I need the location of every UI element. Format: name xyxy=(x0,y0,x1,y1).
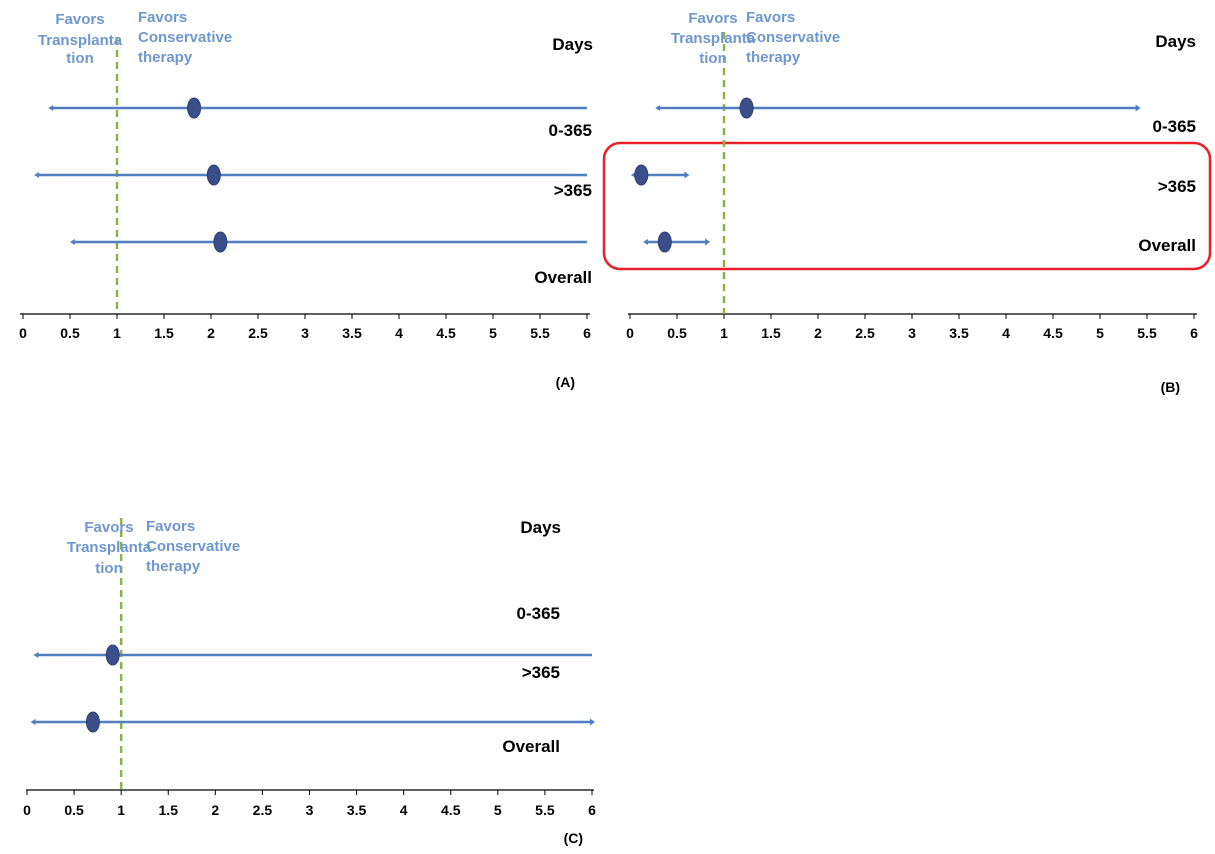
favors-left-label: tion xyxy=(66,50,94,67)
x-tick-label: 3 xyxy=(301,325,309,341)
favors-right-label: Conservative xyxy=(146,538,240,555)
row-label: >365 xyxy=(522,663,560,682)
ci-lower-cap xyxy=(33,652,39,658)
ci-lower-cap xyxy=(642,239,648,245)
x-tick-label: 5 xyxy=(1096,325,1104,341)
favors-left-label: Transplanta xyxy=(67,539,152,556)
panel-label: (A) xyxy=(556,374,575,390)
ci-lower-cap xyxy=(34,172,40,178)
ci-upper-cap xyxy=(684,171,690,179)
x-tick-label: 5.5 xyxy=(530,325,550,341)
ci-lower-cap xyxy=(655,105,661,111)
x-tick-label: 0.5 xyxy=(64,802,84,818)
point-estimate xyxy=(105,644,120,666)
x-tick-label: 2.5 xyxy=(253,802,273,818)
x-tick-label: 1.5 xyxy=(154,325,174,341)
favors-left-label: Favors xyxy=(688,10,737,27)
point-estimate xyxy=(213,231,228,253)
panel-c: 0 0.5 1 1.5 2 2.5 3 3.5 4 4.5 5 5.5 6 Favors Transplan… xyxy=(23,518,596,846)
x-tick-label: 5 xyxy=(494,802,502,818)
panel-b: 0 0.5 1 1.5 2 2.5 3 3.5 4 4.5 5 5.5 6 Favors Transplan… xyxy=(602,9,1212,395)
column-header: Days xyxy=(552,35,593,54)
favors-right-label: therapy xyxy=(138,49,193,66)
x-tick-label: 0 xyxy=(23,802,31,818)
row-label: Overall xyxy=(502,737,560,756)
favors-right-label: Favors xyxy=(146,518,195,535)
ci-upper-cap xyxy=(1135,104,1141,112)
x-tick-label: 1 xyxy=(117,802,125,818)
x-tick-label: 4.5 xyxy=(1043,325,1063,341)
favors-left-label: Transplanta xyxy=(671,30,756,47)
x-tick-label: 5.5 xyxy=(535,802,555,818)
x-tick-label: 3.5 xyxy=(342,325,362,341)
x-tick-label: 1 xyxy=(720,325,728,341)
x-tick-label: 6 xyxy=(1190,325,1198,341)
panel-label: (C) xyxy=(564,830,583,846)
ci-lower-cap xyxy=(69,239,75,245)
x-tick-label: 4.5 xyxy=(436,325,456,341)
favors-right-label: Favors xyxy=(138,9,187,26)
column-header: Days xyxy=(520,518,561,537)
favors-left-label: Favors xyxy=(84,519,133,536)
x-tick-label: 5 xyxy=(489,325,497,341)
row-label: 0-365 xyxy=(549,121,592,140)
ci-upper-cap xyxy=(590,718,595,726)
row-label: >365 xyxy=(554,181,592,200)
x-tick-label: 5.5 xyxy=(1137,325,1157,341)
favors-right-label: therapy xyxy=(146,558,201,575)
favors-left-label: tion xyxy=(699,50,727,67)
favors-right-label: Conservative xyxy=(746,29,840,46)
panel-a: 0 0.5 1 1.5 2 2.5 3 3.5 4 4.5 5 5.5 6 Favors Transplan… xyxy=(19,9,593,390)
x-tick-label: 4 xyxy=(1002,325,1010,341)
row-label: >365 xyxy=(1158,177,1196,196)
x-tick-label: 3.5 xyxy=(949,325,969,341)
ci-lower-cap xyxy=(30,719,36,725)
row-label: Overall xyxy=(1138,236,1196,255)
x-tick-label: 1 xyxy=(113,325,121,341)
column-header: Days xyxy=(1155,32,1196,51)
x-tick-label: 6 xyxy=(583,325,591,341)
x-tick-label: 1.5 xyxy=(159,802,179,818)
x-tick-label: 0.5 xyxy=(60,325,80,341)
favors-left-label: tion xyxy=(95,560,123,577)
panel-label: (B) xyxy=(1161,379,1180,395)
point-estimate xyxy=(85,711,100,733)
x-tick-label: 2 xyxy=(207,325,215,341)
point-estimate xyxy=(739,97,754,119)
x-tick-label: 2 xyxy=(211,802,219,818)
x-tick-label: 6 xyxy=(588,802,596,818)
x-tick-label: 3 xyxy=(306,802,314,818)
x-tick-label: 4 xyxy=(395,325,403,341)
ci-lower-cap xyxy=(48,105,54,111)
point-estimate xyxy=(206,164,221,186)
x-tick-label: 0 xyxy=(626,325,634,341)
x-tick-label: 4.5 xyxy=(441,802,461,818)
row-label: Overall xyxy=(534,268,592,287)
point-estimate xyxy=(187,97,202,119)
x-tick-label: 0 xyxy=(19,325,27,341)
highlight-box xyxy=(602,141,1212,271)
x-tick-label: 2.5 xyxy=(248,325,268,341)
favors-left-label: Transplanta xyxy=(38,32,123,49)
point-estimate xyxy=(634,164,649,186)
favors-left-label: Favors xyxy=(55,11,104,28)
x-tick-label: 0.5 xyxy=(667,325,687,341)
row-label: 0-365 xyxy=(1153,117,1196,136)
point-estimate xyxy=(657,231,672,253)
favors-right-label: Conservative xyxy=(138,29,232,46)
x-tick-label: 2 xyxy=(814,325,822,341)
favors-right-label: Favors xyxy=(746,9,795,26)
row-label: 0-365 xyxy=(517,604,560,623)
x-tick-label: 3 xyxy=(908,325,916,341)
x-tick-label: 3.5 xyxy=(347,802,367,818)
x-tick-label: 2.5 xyxy=(855,325,875,341)
x-tick-label: 4 xyxy=(400,802,408,818)
favors-right-label: therapy xyxy=(746,49,801,66)
x-tick-label: 1.5 xyxy=(761,325,781,341)
ci-upper-cap xyxy=(705,238,711,246)
